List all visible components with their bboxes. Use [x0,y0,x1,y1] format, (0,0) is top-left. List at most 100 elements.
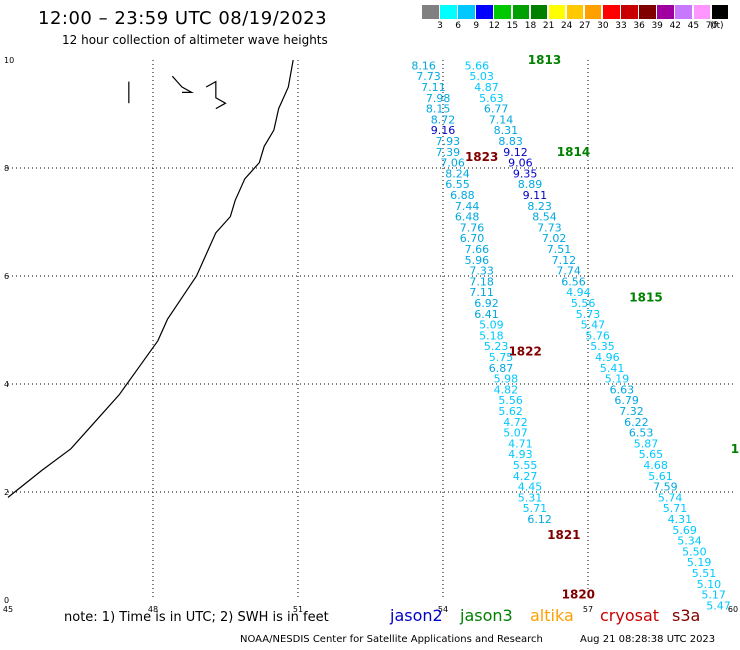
wave-height-label: 7.93 [436,135,461,148]
x-tick-label: 60 [728,605,738,614]
wave-height-label: 6.55 [445,178,470,191]
color-scale-label: 12 [488,21,501,31]
wave-height-label: 8.54 [532,211,557,224]
page-title: 12:00 – 23:59 UTC 08/19/2023 [38,8,328,29]
color-scale-unit: (ft) [710,21,724,31]
wave-height-label: 8.89 [518,178,543,191]
wave-height-label: 4.96 [595,351,620,364]
wave-height-label: 5.73 [576,308,601,321]
wave-height-label: 5.17 [701,589,726,602]
color-swatch [693,5,711,19]
color-swatch [440,5,457,19]
color-swatch [512,5,530,19]
wave-height-label: 4.82 [494,383,519,396]
wave-height-label: 5.34 [677,535,702,548]
wave-height-label: 6.12 [527,513,552,526]
wave-height-label: 5.47 [581,319,606,332]
color-scale-label: 45 [687,21,700,31]
wave-height-label: 5.18 [479,329,504,342]
pass-number-label: 1820 [562,588,595,602]
wave-height-label: 8.16 [411,59,436,72]
color-swatch [621,5,638,19]
y-tick-label: 8 [4,164,9,173]
wave-height-label: 7.66 [465,243,490,256]
wave-height-label: 5.71 [663,502,688,515]
wave-height-label: 6.88 [450,189,475,202]
wave-height-label: 6.87 [489,362,514,375]
wave-height-label: 5.23 [484,340,509,353]
color-scale-label: 24 [560,21,573,31]
wave-height-label: 9.11 [523,189,548,202]
wave-height-label: 7.18 [469,275,494,288]
timestamp: Aug 21 08:28:38 UTC 2023 [580,634,716,645]
wave-height-label: 5.63 [479,92,504,105]
color-scale-label: 9 [473,21,480,31]
wave-height-label: 8.15 [426,103,451,116]
wave-height-label: 5.56 [571,297,596,310]
wave-height-label: 6.77 [484,103,509,116]
wave-height-label: 4.93 [508,448,533,461]
color-scale-label: 33 [615,21,627,31]
satellite-s3a: s3a [672,606,701,625]
wave-height-label: 5.41 [600,362,625,375]
y-tick-label: 2 [4,488,9,497]
wave-height-label: 5.98 [494,373,519,386]
wave-height-label: 9.12 [503,146,528,159]
satellite-jason3: jason3 [460,606,513,625]
island-outline [205,80,227,110]
color-scale-label: 39 [651,21,663,31]
color-scale-label: 27 [579,21,591,31]
wave-height-label: 7.73 [416,70,441,83]
wave-height-label: 5.35 [590,340,615,353]
color-swatch [675,5,692,19]
color-swatch [494,5,511,19]
wave-height-label: 5.76 [585,329,610,342]
wave-height-label: 5.96 [465,254,490,267]
wave-height-label: 4.31 [668,513,693,526]
wave-height-label: 7.44 [455,200,480,213]
wave-height-label: 8.72 [431,113,456,126]
wave-height-label: 6.53 [629,427,654,440]
y-tick-label: 10 [4,56,14,65]
wave-height-label: 6.41 [474,308,499,321]
color-swatch [639,5,656,19]
wave-height-label: 4.45 [518,481,543,494]
pass-number-label: 1823 [465,150,498,164]
x-tick-label: 51 [293,605,303,614]
wave-height-label: 5.09 [479,319,504,332]
wave-height-label: 4.68 [643,459,668,472]
wave-height-label: 5.75 [489,351,514,364]
pass-number-label: 1821 [547,528,580,542]
wave-height-label: 5.69 [672,524,697,537]
island-outline [171,75,194,94]
color-swatch [422,5,439,19]
wave-height-label: 5.07 [503,427,528,440]
wave-height-label: 6.63 [610,383,635,396]
wave-height-label: 7.14 [489,113,514,126]
wave-height-label: 7.32 [619,405,644,418]
color-swatch [548,5,566,19]
wave-height-label: 4.27 [513,470,538,483]
wave-height-label: 4.94 [566,286,591,299]
wave-height-label: 7.12 [552,254,577,267]
altimeter-tracks: 8.167.737.117.988.158.729.167.937.397.06… [411,59,730,612]
wave-height-label: 7.76 [460,221,485,234]
satellite-altika: altika [530,606,574,625]
color-swatch [476,5,493,19]
wave-height-label: 7.11 [469,286,494,299]
legend-note: note: 1) Time is in UTC; 2) SWH is in fe… [64,610,329,625]
wave-height-label: 7.11 [421,81,446,94]
wave-height-label: 5.62 [498,405,523,418]
page-subtitle: 12 hour collection of altimeter wave hei… [62,33,328,47]
wave-height-label: 6.79 [614,394,639,407]
coastline-line [7,59,294,498]
wave-height-label: 5.74 [658,491,683,504]
wave-height-label: 7.51 [547,243,572,256]
pass-number-label: 1814 [557,145,590,159]
credit-line: NOAA/NESDIS Center for Satellite Applica… [240,634,543,645]
wave-height-label: 6.48 [455,211,480,224]
color-swatch [711,5,729,19]
map-grid [8,60,733,600]
wave-height-label: 4.71 [508,437,533,450]
